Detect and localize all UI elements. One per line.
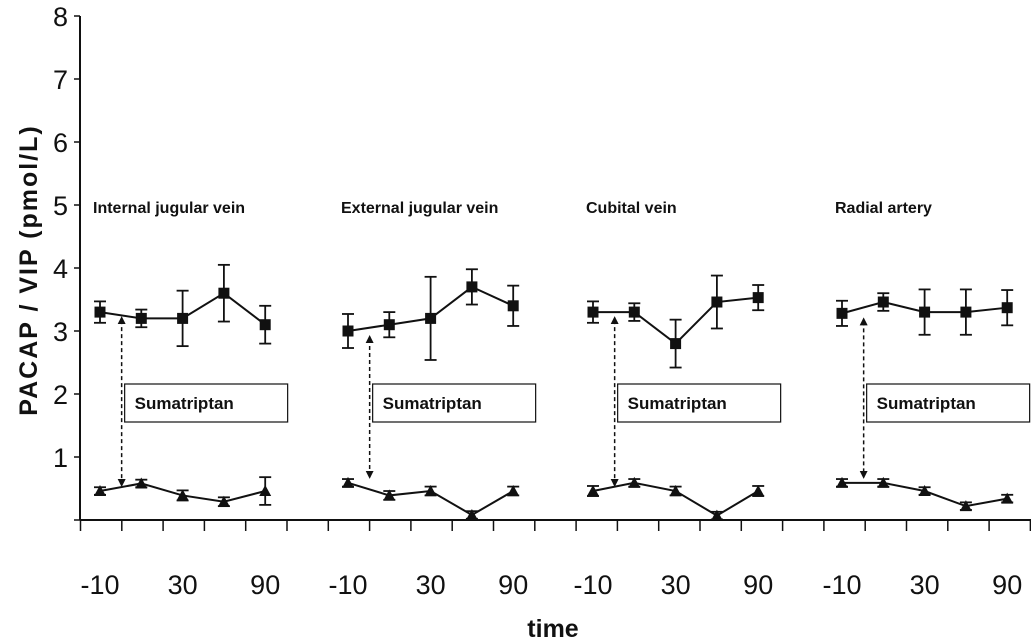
x-tick-label: -10 [328, 570, 367, 600]
data-point-square [919, 306, 931, 318]
y-tick-label: 3 [53, 317, 68, 347]
x-tick-label: 90 [250, 570, 280, 600]
axes: 1 2 3 4 5 6 7 8 [53, 2, 1031, 531]
panel-title: External jugular vein [341, 200, 498, 217]
y-tick-label: 5 [53, 191, 68, 221]
data-point-triangle [176, 489, 189, 501]
series-pacap [342, 268, 520, 361]
panel-2: Cubital vein -10 30 90 Sumatriptan [573, 200, 782, 600]
sumatriptan-box [124, 383, 289, 423]
data-point-square [836, 307, 848, 319]
x-tick-label: 30 [416, 570, 446, 600]
y-axis-title: PACAP / VIP (pmol/L) [15, 124, 43, 415]
data-point-triangle [465, 508, 478, 520]
x-tick-label: 30 [661, 570, 691, 600]
data-point-square [960, 306, 972, 318]
data-point-square [752, 292, 764, 304]
panel-title: Cubital vein [586, 200, 677, 217]
data-point-triangle [259, 485, 272, 497]
sumatriptan-label: Sumatriptan [383, 394, 482, 413]
data-point-triangle [1001, 492, 1014, 504]
data-point-square [466, 281, 478, 293]
y-tick-label: 7 [53, 65, 68, 95]
data-point-triangle [342, 476, 354, 488]
data-point-square [670, 338, 682, 350]
series-vip [342, 476, 520, 520]
series-pacap [587, 274, 765, 369]
panel-0: Internal jugular vein -10 30 90 Sumatriptan [80, 200, 289, 600]
data-point-square [628, 306, 640, 318]
data-point-triangle [628, 476, 641, 488]
data-point-triangle [507, 485, 520, 497]
x-tick-label: -10 [80, 570, 119, 600]
panel-title: Internal jugular vein [93, 200, 245, 217]
data-point-triangle [836, 476, 848, 488]
data-point-triangle [135, 477, 148, 489]
data-point-square [177, 312, 189, 324]
data-point-triangle [918, 485, 931, 497]
data-point-square [587, 306, 599, 318]
series-vip [587, 476, 765, 521]
data-point-square [507, 300, 519, 312]
series-pacap [94, 263, 272, 348]
panel-title: Radial artery [835, 200, 932, 217]
data-point-square [425, 312, 437, 324]
x-tick-label: -10 [822, 570, 861, 600]
data-point-square [259, 319, 271, 331]
data-point-triangle [959, 500, 972, 512]
sumatriptan-label: Sumatriptan [628, 394, 727, 413]
series-vip [94, 476, 272, 508]
data-point-square [877, 296, 889, 308]
data-point-triangle [217, 495, 230, 507]
x-tick-label: 30 [168, 570, 198, 600]
data-point-square [711, 296, 723, 308]
data-point-triangle [669, 485, 682, 497]
data-point-triangle [424, 485, 437, 497]
y-tick-label: 2 [53, 380, 68, 410]
x-tick-label: 90 [743, 570, 773, 600]
data-point-triangle [877, 476, 890, 488]
x-axis-title: time [527, 615, 579, 643]
panel-1: External jugular vein -10 30 90 Sumatriptan [328, 200, 537, 600]
x-tick-label: 90 [992, 570, 1022, 600]
data-point-square [342, 325, 354, 337]
series-vip [836, 476, 1014, 512]
sumatriptan-box [372, 383, 537, 423]
y-tick-label: 8 [53, 2, 68, 32]
sumatriptan-label: Sumatriptan [135, 394, 234, 413]
sumatriptan-box [866, 383, 1031, 423]
data-point-square [94, 306, 106, 318]
sumatriptan-label: Sumatriptan [877, 394, 976, 413]
data-point-square [1001, 302, 1013, 314]
panel-3: Radial artery -10 30 90 Sumatriptan [822, 200, 1031, 600]
data-point-square [135, 312, 147, 324]
series-pacap [836, 288, 1014, 336]
y-tick-label: 1 [53, 443, 68, 473]
data-point-triangle [383, 489, 396, 501]
panels: Internal jugular vein-10 30 90SumatriptanE… [80, 200, 1031, 600]
x-tick-label: 90 [498, 570, 528, 600]
data-point-triangle [587, 485, 599, 497]
data-point-triangle [752, 485, 765, 497]
data-point-square [218, 287, 230, 299]
data-point-triangle [710, 509, 723, 521]
sumatriptan-box [617, 383, 782, 423]
y-tick-label: 6 [53, 128, 68, 158]
data-point-square [383, 319, 395, 331]
data-point-triangle [94, 485, 106, 497]
y-tick-label: 4 [53, 254, 68, 284]
x-tick-label: 30 [910, 570, 940, 600]
x-tick-label: -10 [573, 570, 612, 600]
